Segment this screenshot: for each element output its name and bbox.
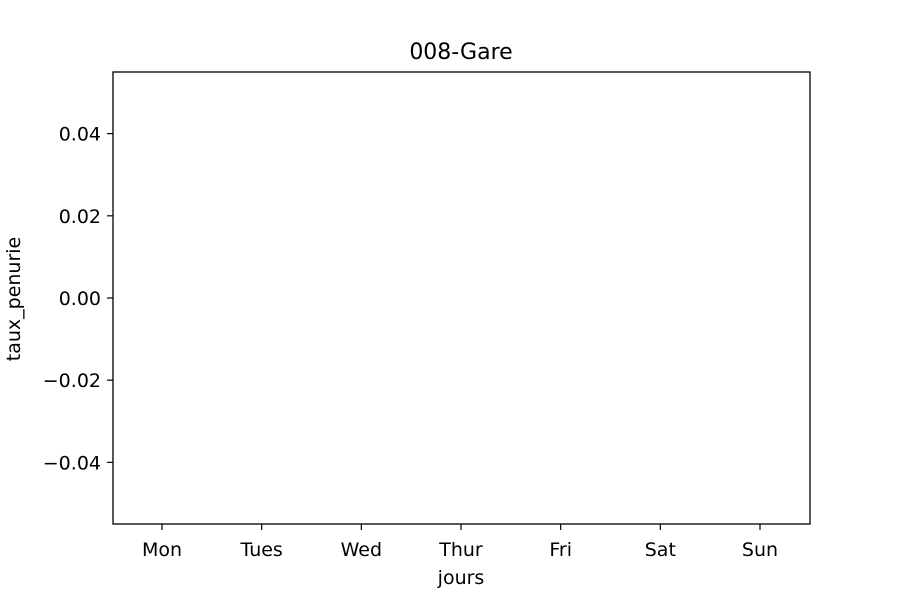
y-tick-label: −0.02 [43,370,101,392]
x-tick-label: Fri [549,539,572,561]
x-axis: Mon Tues Wed Thur Fri Sat Sun [142,524,778,561]
x-tick-label: Wed [341,539,382,561]
y-axis-label: taux_penurie [3,237,25,362]
y-axis: 0.04 0.02 0.00 −0.02 −0.04 [43,124,113,474]
plot-area [112,71,811,525]
x-axis-label: jours [437,567,485,589]
y-tick-label: −0.04 [43,452,101,474]
y-tick-label: 0.02 [59,206,101,228]
x-tick-label: Sun [742,539,778,561]
x-tick-label: Tues [239,539,282,561]
x-tick-label: Sat [645,539,676,561]
x-tick-label: Thur [438,539,483,561]
chart-title: 008-Gare [409,40,512,65]
y-tick-label: 0.00 [59,288,101,310]
y-tick-label: 0.04 [59,124,101,146]
x-tick-label: Mon [142,539,182,561]
